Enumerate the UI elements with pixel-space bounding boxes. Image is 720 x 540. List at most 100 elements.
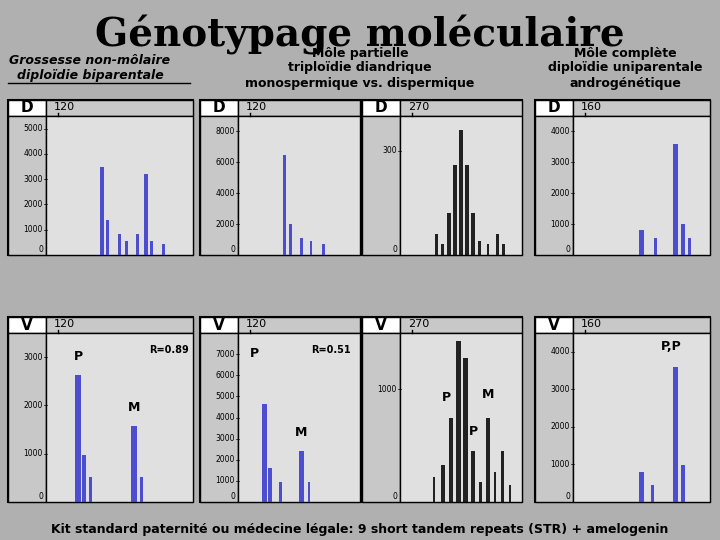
Bar [46, 100, 193, 116]
Text: 1000: 1000 [215, 476, 235, 485]
Text: Môle complète
diploïdie uniparentale
androgénétique: Môle complète diploïdie uniparentale and… [548, 46, 702, 90]
Text: 7000: 7000 [215, 349, 235, 359]
Bar [200, 100, 238, 116]
Bar [535, 100, 710, 255]
Bar [8, 100, 193, 255]
Bar [535, 116, 573, 255]
Bar [8, 333, 46, 502]
Text: 0: 0 [392, 492, 397, 501]
Text: 6000: 6000 [215, 371, 235, 380]
Bar [453, 165, 456, 255]
Text: V: V [213, 318, 225, 333]
Bar [441, 465, 444, 502]
Text: P,P: P,P [661, 340, 682, 353]
Bar [362, 116, 400, 255]
Bar [200, 333, 238, 502]
Text: 0: 0 [392, 245, 397, 254]
Bar [654, 238, 657, 255]
Bar [400, 333, 522, 502]
Text: V: V [375, 318, 387, 333]
Text: D: D [548, 100, 560, 116]
Bar [436, 234, 438, 255]
Bar [673, 144, 678, 255]
Bar [76, 375, 81, 502]
Bar [299, 451, 304, 502]
Text: D: D [212, 100, 225, 116]
Text: 2000: 2000 [24, 401, 43, 410]
Bar [441, 244, 444, 255]
Bar [400, 116, 522, 255]
Bar [140, 477, 143, 502]
Text: Kit standard paternité ou médecine légale: 9 short tandem repeats (STR) + amelog: Kit standard paternité ou médecine légal… [51, 523, 669, 537]
Bar [362, 333, 400, 502]
Bar [362, 100, 400, 116]
Bar [400, 317, 522, 333]
Text: 0: 0 [230, 492, 235, 501]
Bar [486, 417, 490, 502]
Text: Môle partielle
triploïdie diandrique
monospermique vs. dispermique: Môle partielle triploïdie diandrique mon… [246, 46, 474, 90]
Bar [487, 244, 489, 255]
Text: 3000: 3000 [551, 158, 570, 167]
Bar [535, 317, 710, 502]
Text: 5000: 5000 [215, 392, 235, 401]
Bar [300, 238, 302, 255]
Text: P: P [73, 350, 83, 363]
Bar [500, 451, 504, 502]
Bar [503, 244, 505, 255]
Bar [478, 241, 480, 255]
Text: M: M [128, 401, 140, 414]
Bar [46, 116, 193, 255]
Bar [639, 471, 644, 502]
Bar [651, 485, 654, 502]
Text: 4000: 4000 [215, 413, 235, 422]
Text: D: D [374, 100, 387, 116]
Text: 1000: 1000 [551, 460, 570, 469]
Bar [107, 220, 109, 255]
Bar [279, 482, 282, 502]
Bar [322, 244, 325, 255]
Text: D: D [21, 100, 33, 116]
Bar [480, 482, 482, 502]
Text: V: V [21, 318, 33, 333]
Bar [310, 241, 312, 255]
Bar [135, 234, 139, 255]
Bar [535, 333, 573, 502]
Text: 0: 0 [38, 245, 43, 254]
Text: 0: 0 [230, 245, 235, 254]
Bar [535, 317, 573, 333]
Bar [464, 359, 468, 502]
Text: 120: 120 [246, 102, 267, 112]
Text: 300: 300 [382, 146, 397, 156]
Bar [362, 100, 522, 255]
Bar [535, 100, 573, 116]
Bar [125, 241, 128, 255]
Text: 270: 270 [408, 319, 429, 329]
Bar [118, 234, 121, 255]
Bar [200, 317, 238, 333]
Text: 3000: 3000 [551, 385, 570, 394]
Bar [472, 213, 475, 255]
Bar [688, 238, 690, 255]
Bar [82, 455, 86, 502]
Text: 3000: 3000 [215, 434, 235, 443]
Bar [362, 317, 522, 502]
Text: 2000: 2000 [215, 220, 235, 228]
Text: 120: 120 [54, 319, 75, 329]
Text: Génotypage moléculaire: Génotypage moléculaire [95, 15, 625, 55]
Bar [282, 155, 286, 255]
Bar [573, 317, 710, 333]
Text: 0: 0 [565, 492, 570, 501]
Bar [46, 317, 193, 333]
Bar [433, 477, 436, 502]
Text: 6000: 6000 [215, 158, 235, 167]
Bar [8, 100, 46, 116]
Text: 2000: 2000 [215, 455, 235, 464]
Text: R=0.89: R=0.89 [149, 345, 189, 355]
Bar [573, 116, 710, 255]
Bar [639, 230, 644, 255]
Text: 2000: 2000 [551, 422, 570, 431]
Bar [8, 317, 193, 502]
Bar [494, 471, 496, 502]
Bar [200, 317, 360, 502]
Text: M: M [295, 427, 307, 440]
